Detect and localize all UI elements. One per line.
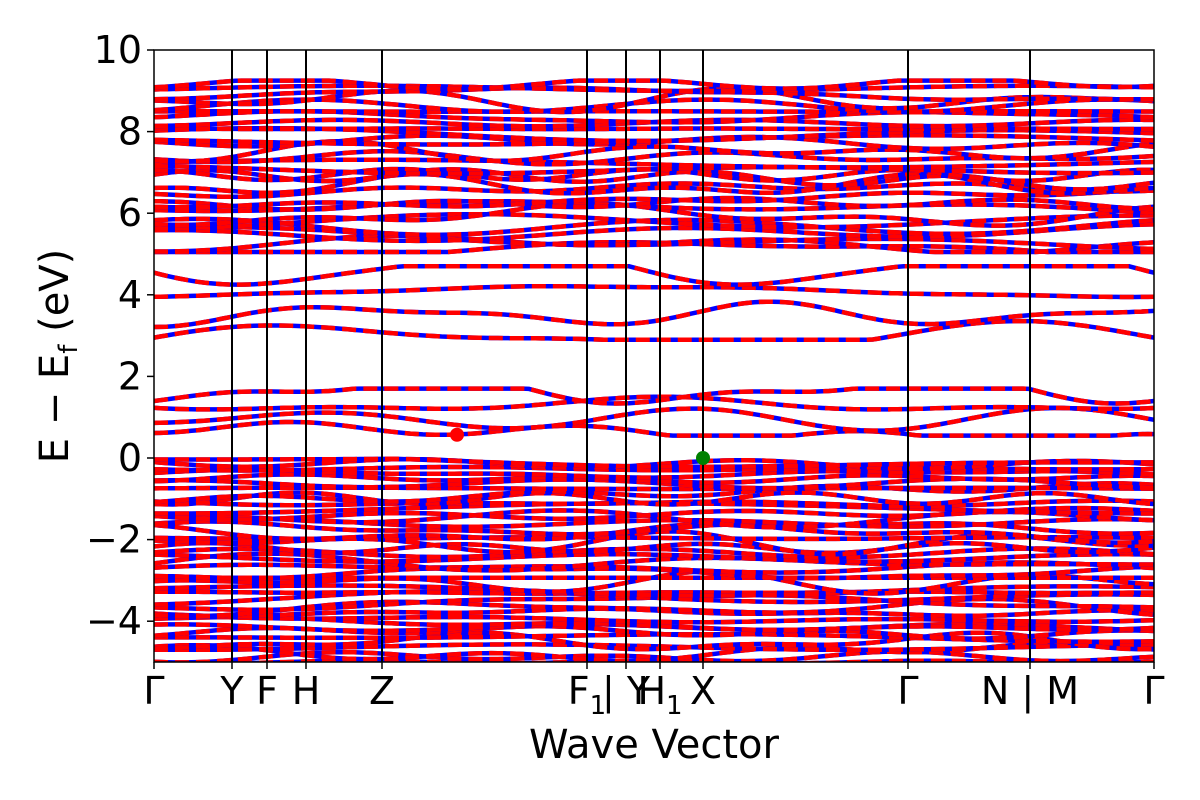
- vbm-marker: [696, 451, 710, 465]
- x-tick-label-7: H1: [637, 669, 682, 721]
- band-down-58: [154, 195, 1154, 212]
- x-tick-label-6: | Y: [602, 669, 651, 714]
- band-down-44: [154, 394, 1154, 412]
- x-axis: Γ Y F H Z F1| YH1 X Γ N | M Γ: [143, 662, 1165, 721]
- x-tick-label-2: F: [256, 669, 278, 713]
- band-down-9: [154, 612, 1154, 625]
- band-down-21: [154, 552, 1154, 564]
- y-tick-label-3: 2: [118, 354, 142, 398]
- band-down-20: [154, 551, 1154, 573]
- y-axis-label-sub: f: [54, 344, 84, 354]
- plot-frame: [153, 49, 1155, 663]
- x-tick-label-0: Γ: [143, 669, 164, 713]
- x-tick-label-9: Γ: [897, 669, 918, 713]
- y-axis-label-unit: (eV): [32, 249, 78, 345]
- band-down-64: [154, 163, 1154, 176]
- x-tick-label-8: X: [690, 669, 716, 713]
- band-down-65: [154, 157, 1154, 170]
- band-down-71: [154, 126, 1154, 132]
- y-tick-label-0: −4: [86, 599, 142, 643]
- band-down-49: [154, 263, 1154, 287]
- high-symmetry-lines: [231, 50, 1031, 662]
- band-down-42: [154, 419, 1154, 438]
- band-down-45: [154, 386, 1154, 406]
- band-down-41: [154, 456, 1154, 469]
- cbm-marker: [450, 427, 464, 442]
- band-down-55: [154, 211, 1154, 231]
- band-down-14: [154, 589, 1154, 596]
- y-axis-label-main: E − E: [32, 354, 78, 464]
- band-down-1: [154, 649, 1154, 662]
- x-tick-label-3: H: [292, 669, 321, 713]
- band-down-3: [154, 642, 1154, 653]
- band-down-48: [154, 284, 1154, 300]
- band-down-39: [154, 464, 1154, 473]
- band-up-49: [154, 263, 1154, 287]
- band-down-23: [154, 540, 1154, 556]
- x-tick-label-5: F1: [568, 669, 606, 721]
- y-tick-label-5: 6: [118, 191, 142, 235]
- band-down-52: [154, 224, 1154, 252]
- band-up-46: [154, 318, 1154, 342]
- x-tick-label-10: N | M: [981, 669, 1079, 714]
- band-down-61: [154, 171, 1154, 196]
- band-down-15: [154, 583, 1154, 598]
- bands-layer: [154, 78, 1154, 662]
- band-down-78: [154, 83, 1154, 94]
- x-tick-label-1: Y: [219, 669, 244, 713]
- band-down-4: [154, 630, 1154, 652]
- x-axis-label: Wave Vector: [529, 722, 780, 768]
- band-down-37: [154, 472, 1154, 485]
- y-axis-label: E − Ef (eV): [32, 249, 84, 464]
- extrema-markers: [450, 427, 710, 465]
- y-axis: −4 −2 0 2 4 6 8 10: [86, 28, 154, 643]
- y-tick-label-2: 0: [118, 436, 142, 480]
- y-tick-label-4: 4: [118, 273, 142, 317]
- y-tick-label-6: 8: [118, 110, 142, 154]
- band-down-13: [154, 588, 1154, 607]
- band-up-47: [154, 299, 1154, 330]
- band-down-79: [154, 78, 1154, 92]
- band-down-34: [154, 481, 1154, 505]
- y-tick-label-7: 10: [94, 28, 142, 72]
- x-tick-label-sub-7: 1: [666, 691, 683, 721]
- band-down-43: [154, 405, 1154, 433]
- band-down-59: [154, 187, 1154, 210]
- x-tick-label-11: Γ: [1143, 669, 1164, 713]
- band-down-33: [154, 490, 1154, 507]
- y-tick-label-1: −2: [86, 518, 142, 562]
- band-down-46: [154, 318, 1154, 342]
- x-tick-label-sub-5: 1: [590, 691, 607, 721]
- x-tick-label-4: Z: [369, 669, 395, 713]
